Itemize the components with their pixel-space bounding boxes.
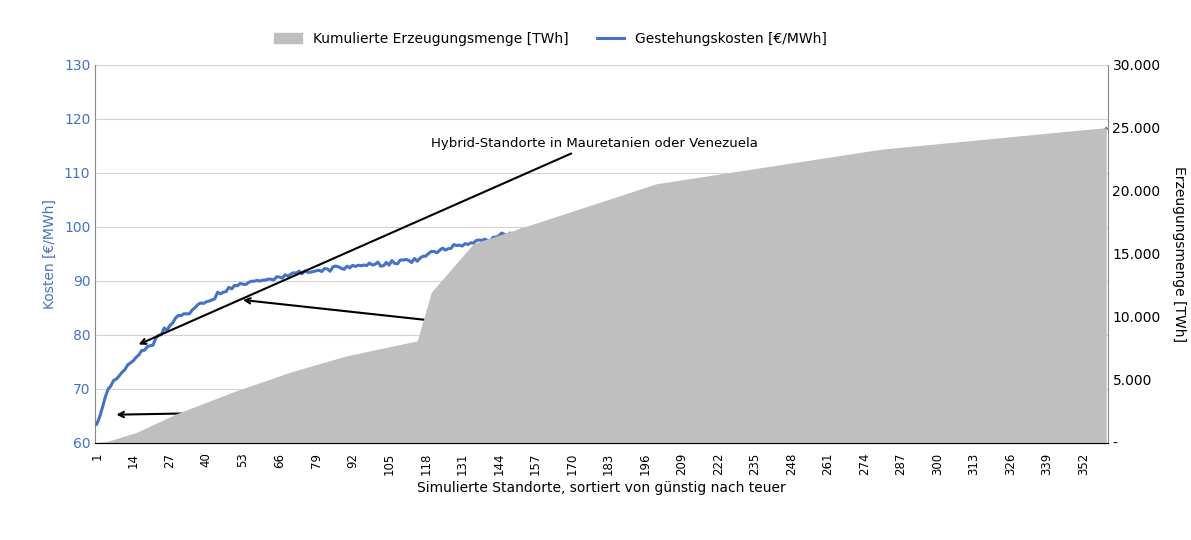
Text: Wind-Standorte in Chile oder Argentinien: Wind-Standorte in Chile oder Argentinien: [119, 401, 650, 417]
Legend: Kumulierte Erzeugungsmenge [TWh], Gestehungskosten [€/MWh]: Kumulierte Erzeugungsmenge [TWh], Gesteh…: [269, 26, 833, 51]
Text: PV-Standorte in Guinea: PV-Standorte in Guinea: [791, 156, 1017, 195]
Y-axis label: Erzeugungsmenge [TWh]: Erzeugungsmenge [TWh]: [1172, 166, 1186, 342]
Text: Günstigster PV-Standort in Chile: Günstigster PV-Standort in Chile: [245, 298, 744, 349]
Text: Hybrid-Standorte in Mauretanien oder Venezuela: Hybrid-Standorte in Mauretanien oder Ven…: [141, 137, 759, 344]
X-axis label: Simulierte Standorte, sortiert von günstig nach teuer: Simulierte Standorte, sortiert von günst…: [417, 481, 786, 495]
Y-axis label: Kosten [€/MWh]: Kosten [€/MWh]: [43, 199, 57, 309]
